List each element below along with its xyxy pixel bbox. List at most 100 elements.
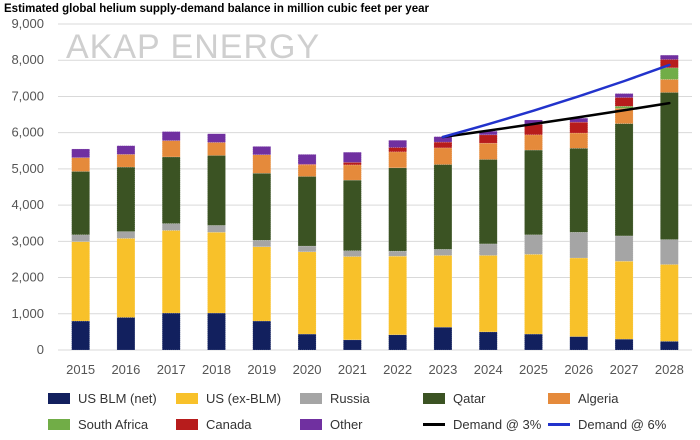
legend-item: Qatar — [423, 391, 486, 406]
bar-segment-russia — [343, 250, 362, 257]
bar-segment-us-ex-blm- — [569, 257, 589, 337]
bar-segment-qatar — [569, 147, 589, 233]
bar-segment-us-blm-net- — [343, 339, 362, 351]
y-tick-label: 4,000 — [11, 197, 44, 212]
bar-segment-russia — [569, 232, 589, 259]
bar-segment-algeria — [524, 134, 543, 151]
bar-segment-other — [297, 154, 317, 165]
bar-segment-us-blm-net- — [433, 326, 453, 351]
bar-segment-other — [207, 133, 226, 143]
bar-segment-qatar — [161, 156, 181, 224]
bar-segment-algeria — [478, 142, 498, 160]
legend-item: Other — [300, 417, 363, 432]
bar-segment-canada — [433, 141, 453, 149]
bar-segment-us-ex-blm- — [161, 230, 181, 314]
bar-segment-us-ex-blm- — [614, 261, 634, 340]
y-tick-label: 2,000 — [11, 270, 44, 285]
bar-segment-russia — [252, 239, 272, 248]
legend-swatch — [548, 393, 570, 404]
x-tick-label: 2018 — [202, 362, 231, 377]
bar-segment-algeria — [433, 147, 453, 165]
legend-item: Demand @ 3% — [423, 417, 541, 432]
legend-label: Russia — [330, 391, 370, 406]
bar-segment-us-blm-net- — [569, 336, 589, 351]
legend-item: Algeria — [548, 391, 618, 406]
y-tick-label: 1,000 — [11, 306, 44, 321]
legend-item: Russia — [300, 391, 370, 406]
bar-segment-south-africa — [660, 67, 679, 80]
bar-segment-qatar — [252, 172, 272, 241]
x-tick-label: 2023 — [428, 362, 457, 377]
x-tick-label: 2025 — [519, 362, 548, 377]
bar-segment-us-ex-blm- — [478, 255, 498, 333]
bar-segment-canada — [569, 121, 589, 134]
x-tick-label: 2022 — [383, 362, 412, 377]
bar-segment-algeria — [71, 157, 90, 172]
y-tick-label: 3,000 — [11, 233, 44, 248]
bar-segment-qatar — [524, 149, 543, 236]
legend-swatch — [300, 393, 322, 404]
legend-label: Canada — [206, 417, 252, 432]
bar-segment-us-ex-blm- — [343, 256, 362, 341]
bar-segment-us-blm-net- — [161, 312, 181, 351]
x-tick-label: 2019 — [247, 362, 276, 377]
bar-segment-russia — [161, 223, 181, 231]
bar-segment-us-blm-net- — [297, 333, 317, 351]
bar-segment-russia — [660, 239, 679, 265]
x-tick-label: 2026 — [564, 362, 593, 377]
bar-segment-other — [388, 140, 407, 148]
line-demand-6- — [441, 63, 671, 139]
bar-segment-russia — [116, 231, 136, 239]
bar-segment-algeria — [660, 79, 679, 93]
legend-swatch — [300, 419, 322, 430]
bar-segment-us-blm-net- — [71, 320, 90, 351]
x-tick-label: 2020 — [293, 362, 322, 377]
bar-segment-algeria — [569, 132, 589, 149]
bar-segment-canada — [478, 134, 498, 144]
x-tick-label: 2015 — [66, 362, 95, 377]
legend-item: Canada — [176, 417, 252, 432]
bar-segment-us-ex-blm- — [524, 254, 543, 335]
bar-segment-other — [116, 145, 136, 155]
legend-swatch — [48, 419, 70, 430]
legend-swatch — [548, 423, 570, 426]
bar-segment-us-ex-blm- — [71, 241, 90, 322]
x-tick-label: 2027 — [610, 362, 639, 377]
bar-segment-qatar — [388, 167, 407, 252]
bar-segment-russia — [478, 243, 498, 256]
legend-label: Other — [330, 417, 363, 432]
bar-segment-canada — [614, 97, 634, 107]
y-tick-label: 9,000 — [11, 16, 44, 31]
legend-label: US BLM (net) — [78, 391, 157, 406]
bar-segment-algeria — [161, 140, 181, 158]
bar-segment-qatar — [71, 171, 90, 236]
bar-segment-us-blm-net- — [252, 320, 272, 351]
bar-segment-qatar — [660, 92, 679, 240]
bar-segment-russia — [297, 245, 317, 253]
bar-segment-qatar — [297, 176, 317, 247]
bar-segment-algeria — [207, 142, 226, 156]
bar-segment-us-blm-net- — [116, 317, 136, 351]
legend-swatch — [423, 423, 445, 426]
legend-item: US BLM (net) — [48, 391, 157, 406]
y-tick-label: 6,000 — [11, 125, 44, 140]
legend-item: US (ex-BLM) — [176, 391, 281, 406]
bar-segment-canada — [343, 162, 362, 166]
bar-segment-russia — [614, 235, 634, 262]
bar-segment-russia — [388, 250, 407, 257]
bar-segment-qatar — [207, 155, 226, 226]
bar-segment-russia — [524, 234, 543, 255]
bar-segment-us-ex-blm- — [388, 255, 407, 336]
watermark-logo: AKAP ENERGY — [66, 28, 320, 66]
legend-label: South Africa — [78, 417, 149, 432]
bar-segment-other — [614, 93, 634, 98]
bar-segment-other — [252, 146, 272, 156]
bar-segment-algeria — [252, 154, 272, 174]
bar-segment-other — [71, 148, 90, 158]
bar-segment-us-blm-net- — [614, 338, 634, 351]
x-tick-label: 2016 — [111, 362, 140, 377]
bar-segment-us-ex-blm- — [433, 255, 453, 328]
legend-swatch — [176, 419, 198, 430]
legend-swatch — [423, 393, 445, 404]
bar-segment-us-blm-net- — [478, 331, 498, 351]
